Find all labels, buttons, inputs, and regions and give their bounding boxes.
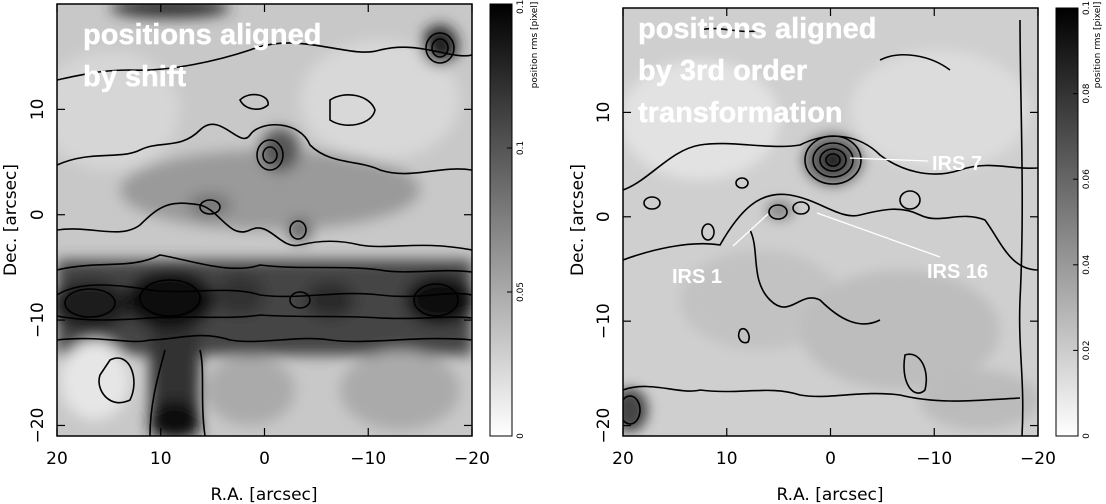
annotation-irs1: IRS 1 [672,266,722,288]
annotation-leaders [732,157,941,258]
colorbar-tick-label: 0.02 [1082,340,1092,360]
x-tick-label: 0 [825,449,836,469]
x-axis-label: R.A. [arcsec] [210,485,317,504]
annotation-irs16: IRS 16 [927,261,988,283]
colorbar-ticks: 0 0.02 0.04 0.06 0.08 0.1 [1073,1,1092,439]
x-tick-label: −10 [350,449,386,469]
annotation-irs7: IRS 7 [932,153,982,175]
panel-shift-aligned: positions aligned by shift 20 10 0 −10 −20 −… [1,0,540,504]
colorbar-ticks: 0 0.05 0.1 0.15 [507,0,526,439]
overlay-line: transformation [638,97,843,129]
colorbar-gradient [489,3,513,437]
y-tick-label: −10 [28,302,48,338]
colorbar: 0 0.05 0.1 0.15 position rms [pixel] [489,0,540,439]
x-axis-label: R.A. [arcsec] [776,485,883,504]
y-tick-label: −20 [594,408,614,444]
contour-lines [623,19,1038,436]
colorbar-gradient [1055,7,1079,437]
x-tick-label: −20 [1020,449,1056,469]
colorbar-label: position rms [pixel] [530,2,540,89]
x-tick-label: 20 [46,449,68,469]
x-axis: 20 10 0 −10 −20 [612,8,1056,469]
colorbar-tick-label: 0 [516,433,526,439]
overlay-title: positions aligned by 3rd order transform… [638,13,877,129]
y-tick-label: −10 [594,303,614,339]
y-tick-label: 10 [28,99,48,121]
overlay-title: positions aligned by shift [83,19,322,93]
annotations: IRS 7 IRS 1 IRS 16 [672,153,988,288]
overlay-line: by shift [83,61,186,93]
colorbar-tick-label: 0.06 [1082,169,1092,189]
x-tick-label: 0 [259,449,270,469]
x-tick-label: 20 [612,449,634,469]
colorbar-tick-label: 0.1 [516,141,526,155]
colorbar-tick-label: 0.08 [1082,83,1092,103]
x-tick-label: −10 [916,449,952,469]
y-axis-label: Dec. [arcsec] [1,164,21,276]
x-tick-label: 10 [150,449,172,469]
colorbar-tick-label: 0.1 [1082,1,1092,15]
overlay-line: positions aligned [83,19,321,51]
colorbar-tick-label: 0.05 [516,282,526,302]
colorbar-tick-label: 0.15 [516,0,526,14]
heatmap-map [57,4,472,436]
y-tick-label: 0 [28,209,48,220]
y-tick-label: −20 [28,408,48,444]
contour-lines [57,32,472,436]
colorbar-tick-label: 0.04 [1082,255,1092,275]
y-axis: −20 −10 0 10 [28,99,472,444]
overlay-line: by 3rd order [638,55,807,87]
panel-3rd-order-aligned: positions aligned by 3rd order transform… [568,1,1103,504]
heatmap-map [623,8,1038,436]
y-axis-label: Dec. [arcsec] [568,164,588,276]
y-axis: −20 −10 0 10 [594,102,1038,444]
overlay-line: positions aligned [638,13,876,45]
x-tick-label: 10 [716,449,738,469]
colorbar-tick-label: 0 [1082,433,1092,439]
x-tick-label: −20 [454,449,490,469]
y-tick-label: 10 [594,102,614,124]
colorbar: 0 0.02 0.04 0.06 0.08 0.1 position rms [pixel… [1055,1,1103,439]
x-axis: 20 10 0 −10 −20 [46,4,490,469]
y-tick-label: 0 [594,211,614,222]
colorbar-label: position rms [pixel] [1093,2,1103,89]
